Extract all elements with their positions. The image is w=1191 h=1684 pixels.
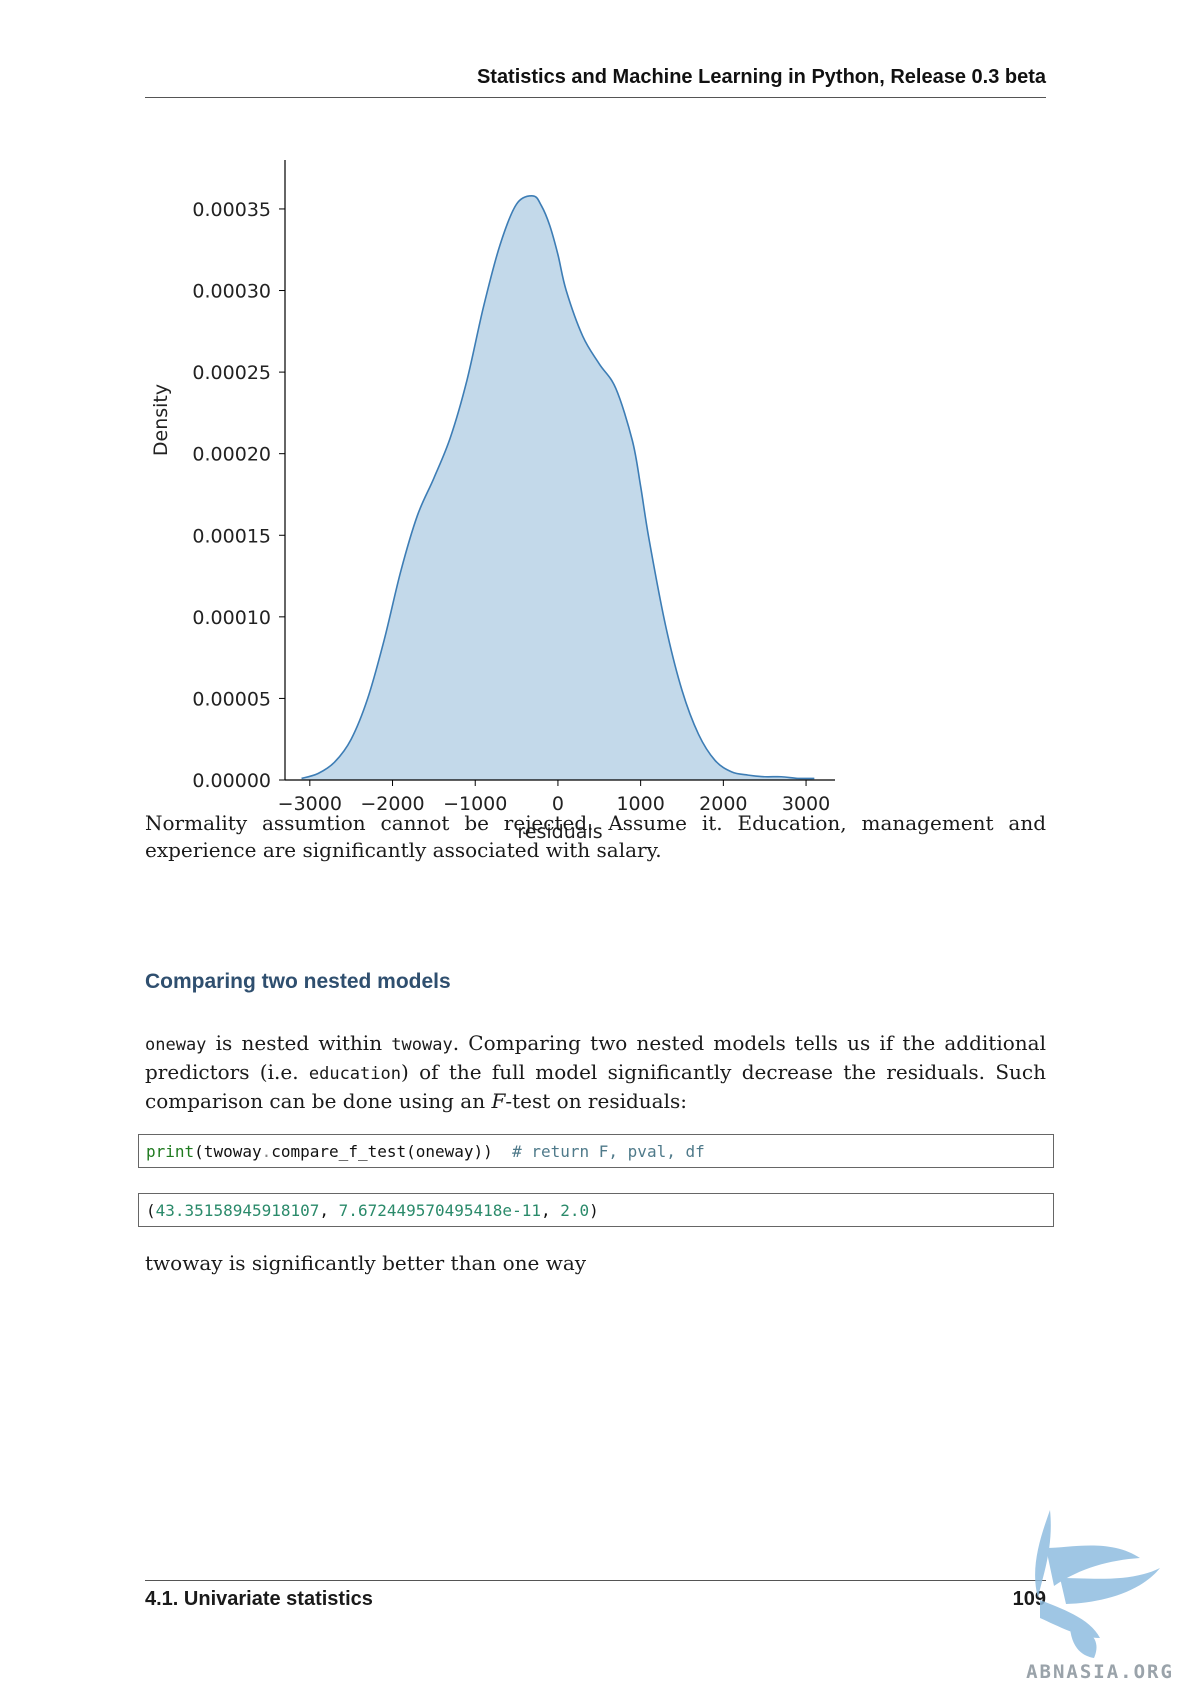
output-df: 2.0 (560, 1201, 590, 1220)
density-chart: 0.00000 0.00005 0.00010 0.00015 0.00020 0.000… (145, 150, 865, 850)
code-twoway: twoway (391, 1035, 453, 1055)
code-comment: # return F, pval, df (512, 1142, 705, 1161)
output-sep: , (540, 1201, 561, 1220)
abnasia-watermark-logo: ABNASIA.ORG (1026, 1510, 1174, 1683)
code-output-block: (43.35158945918107, 7.672449570495418e-1… (138, 1193, 1054, 1227)
x-tick-label: 3000 (782, 793, 830, 815)
x-tick-label: 0 (552, 793, 564, 815)
math-F: F (491, 1089, 506, 1113)
output-sep: , (319, 1201, 339, 1220)
code-education: education (308, 1064, 401, 1084)
y-tick-label: 0.00000 (192, 770, 271, 792)
paragraph-conclusion: twoway is significantly better than one … (145, 1251, 587, 1275)
code-text: (twoway (194, 1142, 262, 1161)
y-tick-label: 0.00020 (192, 444, 271, 466)
code-text: compare_f_test(oneway)) (271, 1142, 513, 1161)
x-tick-label: −3000 (278, 793, 342, 815)
x-axis-label: residuals (517, 821, 602, 843)
density-line (301, 195, 815, 780)
paragraph-nested: oneway is nested within twoway. Comparin… (145, 1030, 1046, 1115)
watermark-text: ABNASIA.ORG (1026, 1661, 1174, 1683)
code-dot: . (261, 1142, 272, 1161)
paragraph-normality: Normality assumtion cannot be rejected. … (145, 811, 1046, 862)
x-tick-label: −1000 (443, 793, 507, 815)
y-tick-label: 0.00025 (192, 362, 271, 384)
y-tick-label: 0.00005 (192, 688, 271, 710)
y-tick-label: 0.00010 (192, 607, 271, 629)
y-tick-label: 0.00035 (192, 199, 271, 221)
output-paren: ) (589, 1201, 599, 1220)
paragraph-text: -test on residuals: (505, 1089, 687, 1113)
header-rule (145, 97, 1046, 98)
output-paren: ( (146, 1201, 156, 1220)
code-keyword: print (146, 1142, 195, 1161)
y-tick-label: 0.00030 (192, 281, 271, 303)
y-axis-label: Density (150, 384, 172, 456)
output-f-value: 43.35158945918107 (155, 1201, 320, 1220)
footer-rule (145, 1580, 1046, 1581)
x-tick-label: 2000 (699, 793, 747, 815)
x-tick-label: 1000 (616, 793, 664, 815)
paragraph-text: ) of the full model significantly decrea… (145, 1060, 1046, 1113)
section-heading: Comparing two nested models (145, 970, 451, 993)
code-oneway: oneway (145, 1035, 207, 1055)
density-chart-svg: 0.00000 0.00005 0.00010 0.00015 0.00020 0.000… (150, 160, 835, 843)
footer-section-title: 4.1. Univariate statistics (145, 1588, 373, 1610)
paragraph-text: is nested within (206, 1031, 392, 1055)
density-area (301, 195, 815, 780)
paragraph-text: . Comparing two nested models tells us i… (145, 1031, 1046, 1084)
output-pval: 7.672449570495418e-11 (338, 1201, 541, 1220)
code-input-block: print(twoway.compare_f_test(oneway)) # r… (138, 1134, 1054, 1168)
y-tick-label: 0.00015 (192, 525, 271, 547)
page-header-title: Statistics and Machine Learning in Pytho… (476, 66, 1046, 88)
x-tick-label: −2000 (360, 793, 424, 815)
